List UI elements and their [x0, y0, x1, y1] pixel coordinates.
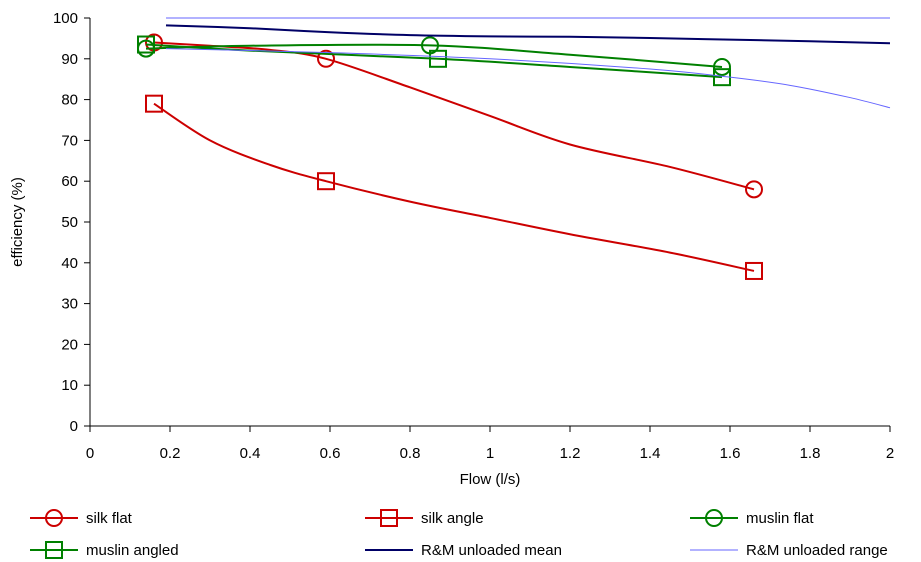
data-point: [317, 172, 335, 191]
legend-item: silk angle: [365, 509, 484, 527]
series-r-m-unloaded-range: [165, 17, 891, 109]
x-tick-label: 0.4: [240, 445, 261, 462]
data-point: [745, 180, 763, 199]
data-point: [317, 49, 335, 68]
legend-label: R&M unloaded range: [746, 542, 888, 559]
series-layer: [137, 17, 891, 280]
legend: silk flat silk angle muslin flat muslin ang…: [30, 509, 888, 559]
y-tick-label: 40: [61, 255, 78, 272]
data-point: [145, 94, 163, 113]
ticks: 0 10 20 30 40 50 60 70 80 90 100 0 0.2 0.4 0.6 0.8 1 1.2 1…: [53, 10, 894, 462]
legend-item: muslin flat: [690, 509, 814, 527]
series-line: [153, 102, 755, 272]
y-tick-label: 30: [61, 296, 78, 313]
y-tick-label: 90: [61, 51, 78, 68]
series-r-m-unloaded-mean: [165, 24, 891, 45]
y-tick-label: 0: [70, 418, 78, 435]
legend-label: silk flat: [86, 510, 133, 527]
legend-item: R&M unloaded mean: [365, 542, 562, 559]
series-line: [145, 43, 723, 68]
x-tick-label: 0.8: [400, 445, 421, 462]
x-tick-label: 1.8: [800, 445, 821, 462]
legend-marker: [45, 541, 63, 559]
legend-label: muslin flat: [746, 510, 814, 527]
data-point: [429, 49, 447, 68]
x-tick-label: 1: [486, 445, 494, 462]
y-tick-label: 70: [61, 132, 78, 149]
axes: [89, 18, 890, 427]
series-silk-angle: [145, 94, 763, 280]
legend-item: muslin angled: [30, 541, 179, 559]
series-line: [145, 43, 723, 79]
y-tick-label: 80: [61, 92, 78, 109]
data-point: [713, 57, 731, 76]
legend-item: silk flat: [30, 509, 133, 527]
y-tick-label: 60: [61, 173, 78, 190]
y-tick-label: 20: [61, 336, 78, 353]
series-line: [153, 41, 755, 191]
data-point: [745, 261, 763, 280]
legend-marker: [380, 509, 398, 527]
legend-item: R&M unloaded range: [690, 542, 888, 559]
legend-label: R&M unloaded mean: [421, 542, 562, 559]
series-line: [165, 24, 891, 45]
legend-label: muslin angled: [86, 542, 179, 559]
y-tick-label: 100: [53, 10, 78, 27]
x-axis-title: Flow (l/s): [460, 471, 521, 488]
y-axis-title: efficiency (%): [9, 177, 26, 267]
x-tick-label: 0.6: [320, 445, 341, 462]
legend-marker: [705, 509, 723, 527]
data-point: [137, 35, 155, 54]
legend-label: silk angle: [421, 510, 484, 527]
x-tick-label: 1.6: [720, 445, 741, 462]
x-tick-label: 1.2: [560, 445, 581, 462]
x-tick-label: 0.2: [160, 445, 181, 462]
legend-marker: [45, 509, 63, 527]
x-tick-label: 2: [886, 445, 894, 462]
y-tick-label: 50: [61, 214, 78, 231]
x-tick-label: 1.4: [640, 445, 661, 462]
y-tick-label: 10: [61, 377, 78, 394]
x-tick-label: 0: [86, 445, 94, 462]
series-line: [165, 48, 891, 109]
